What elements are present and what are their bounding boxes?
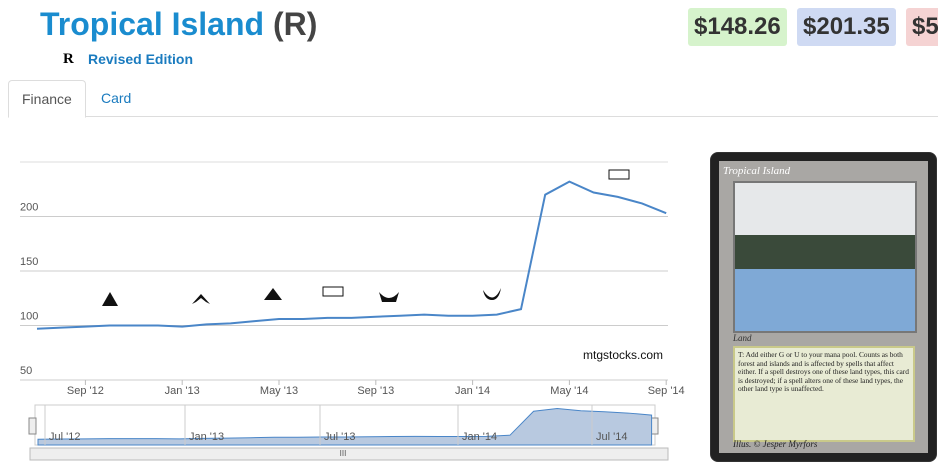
set-icon [322, 286, 344, 297]
y-tick-label: 200 [20, 201, 38, 213]
set-icon [264, 288, 282, 300]
scroll-grip: III [340, 449, 347, 458]
x-tick-label: Sep '14 [648, 385, 685, 397]
x-tick-label: May '14 [550, 385, 588, 397]
x-tick-label: Sep '12 [67, 385, 104, 397]
card-type: Land [733, 333, 752, 343]
price-box: $148.26 [688, 8, 787, 46]
card-rules: T: Add either G or U to your mana pool. … [733, 346, 915, 442]
watermark: mtgstocks.com [583, 348, 663, 362]
y-tick-label: 100 [20, 310, 38, 322]
price-line [36, 180, 667, 330]
set-symbol: R [63, 51, 74, 67]
x-tick-label: Jan '13 [165, 385, 200, 397]
set-icon [483, 288, 501, 300]
set-icon [192, 294, 210, 304]
price-box: $5 [906, 8, 938, 46]
nav-label: Jan '13 [189, 431, 224, 443]
set-icon [102, 292, 118, 306]
chart: mtgstocks.com III 50 100 150 200 Sep '12 Jan … [20, 161, 685, 461]
rarity: (R) [272, 6, 318, 42]
price-box: $201.35 [797, 8, 896, 46]
scrollbar[interactable] [29, 447, 669, 461]
card-art [733, 181, 917, 333]
tab[interactable]: Finance [8, 80, 86, 118]
title-text: Tropical Island [40, 6, 265, 42]
x-tick-label: Sep '13 [357, 385, 394, 397]
set-name[interactable]: Revised Edition [88, 51, 194, 67]
nav-label: Jul '14 [596, 431, 627, 443]
x-tick-label: May '13 [260, 385, 298, 397]
y-tick-label: 150 [20, 256, 38, 268]
nav-label: Jul '13 [324, 431, 355, 443]
set-icons [102, 169, 630, 306]
nav-handle[interactable] [28, 417, 37, 435]
card-frame: Tropical Island Land T: Add either G or … [719, 161, 928, 453]
set-icon [608, 169, 630, 180]
nav-label: Jul '12 [49, 431, 80, 443]
tab[interactable]: Card [101, 90, 132, 106]
card-artist: Illus. © Jesper Myrfors [733, 439, 818, 449]
x-tick-label: Jan '14 [455, 385, 490, 397]
card-image: Tropical Island Land T: Add either G or … [710, 152, 937, 462]
y-tick-label: 50 [20, 365, 32, 377]
nav-label: Jan '14 [462, 431, 497, 443]
tab-line [8, 116, 938, 117]
set-icon [379, 292, 399, 302]
card-title: Tropical Island (R) [40, 6, 317, 43]
card-name: Tropical Island [723, 165, 791, 177]
navigator-area [37, 408, 653, 446]
